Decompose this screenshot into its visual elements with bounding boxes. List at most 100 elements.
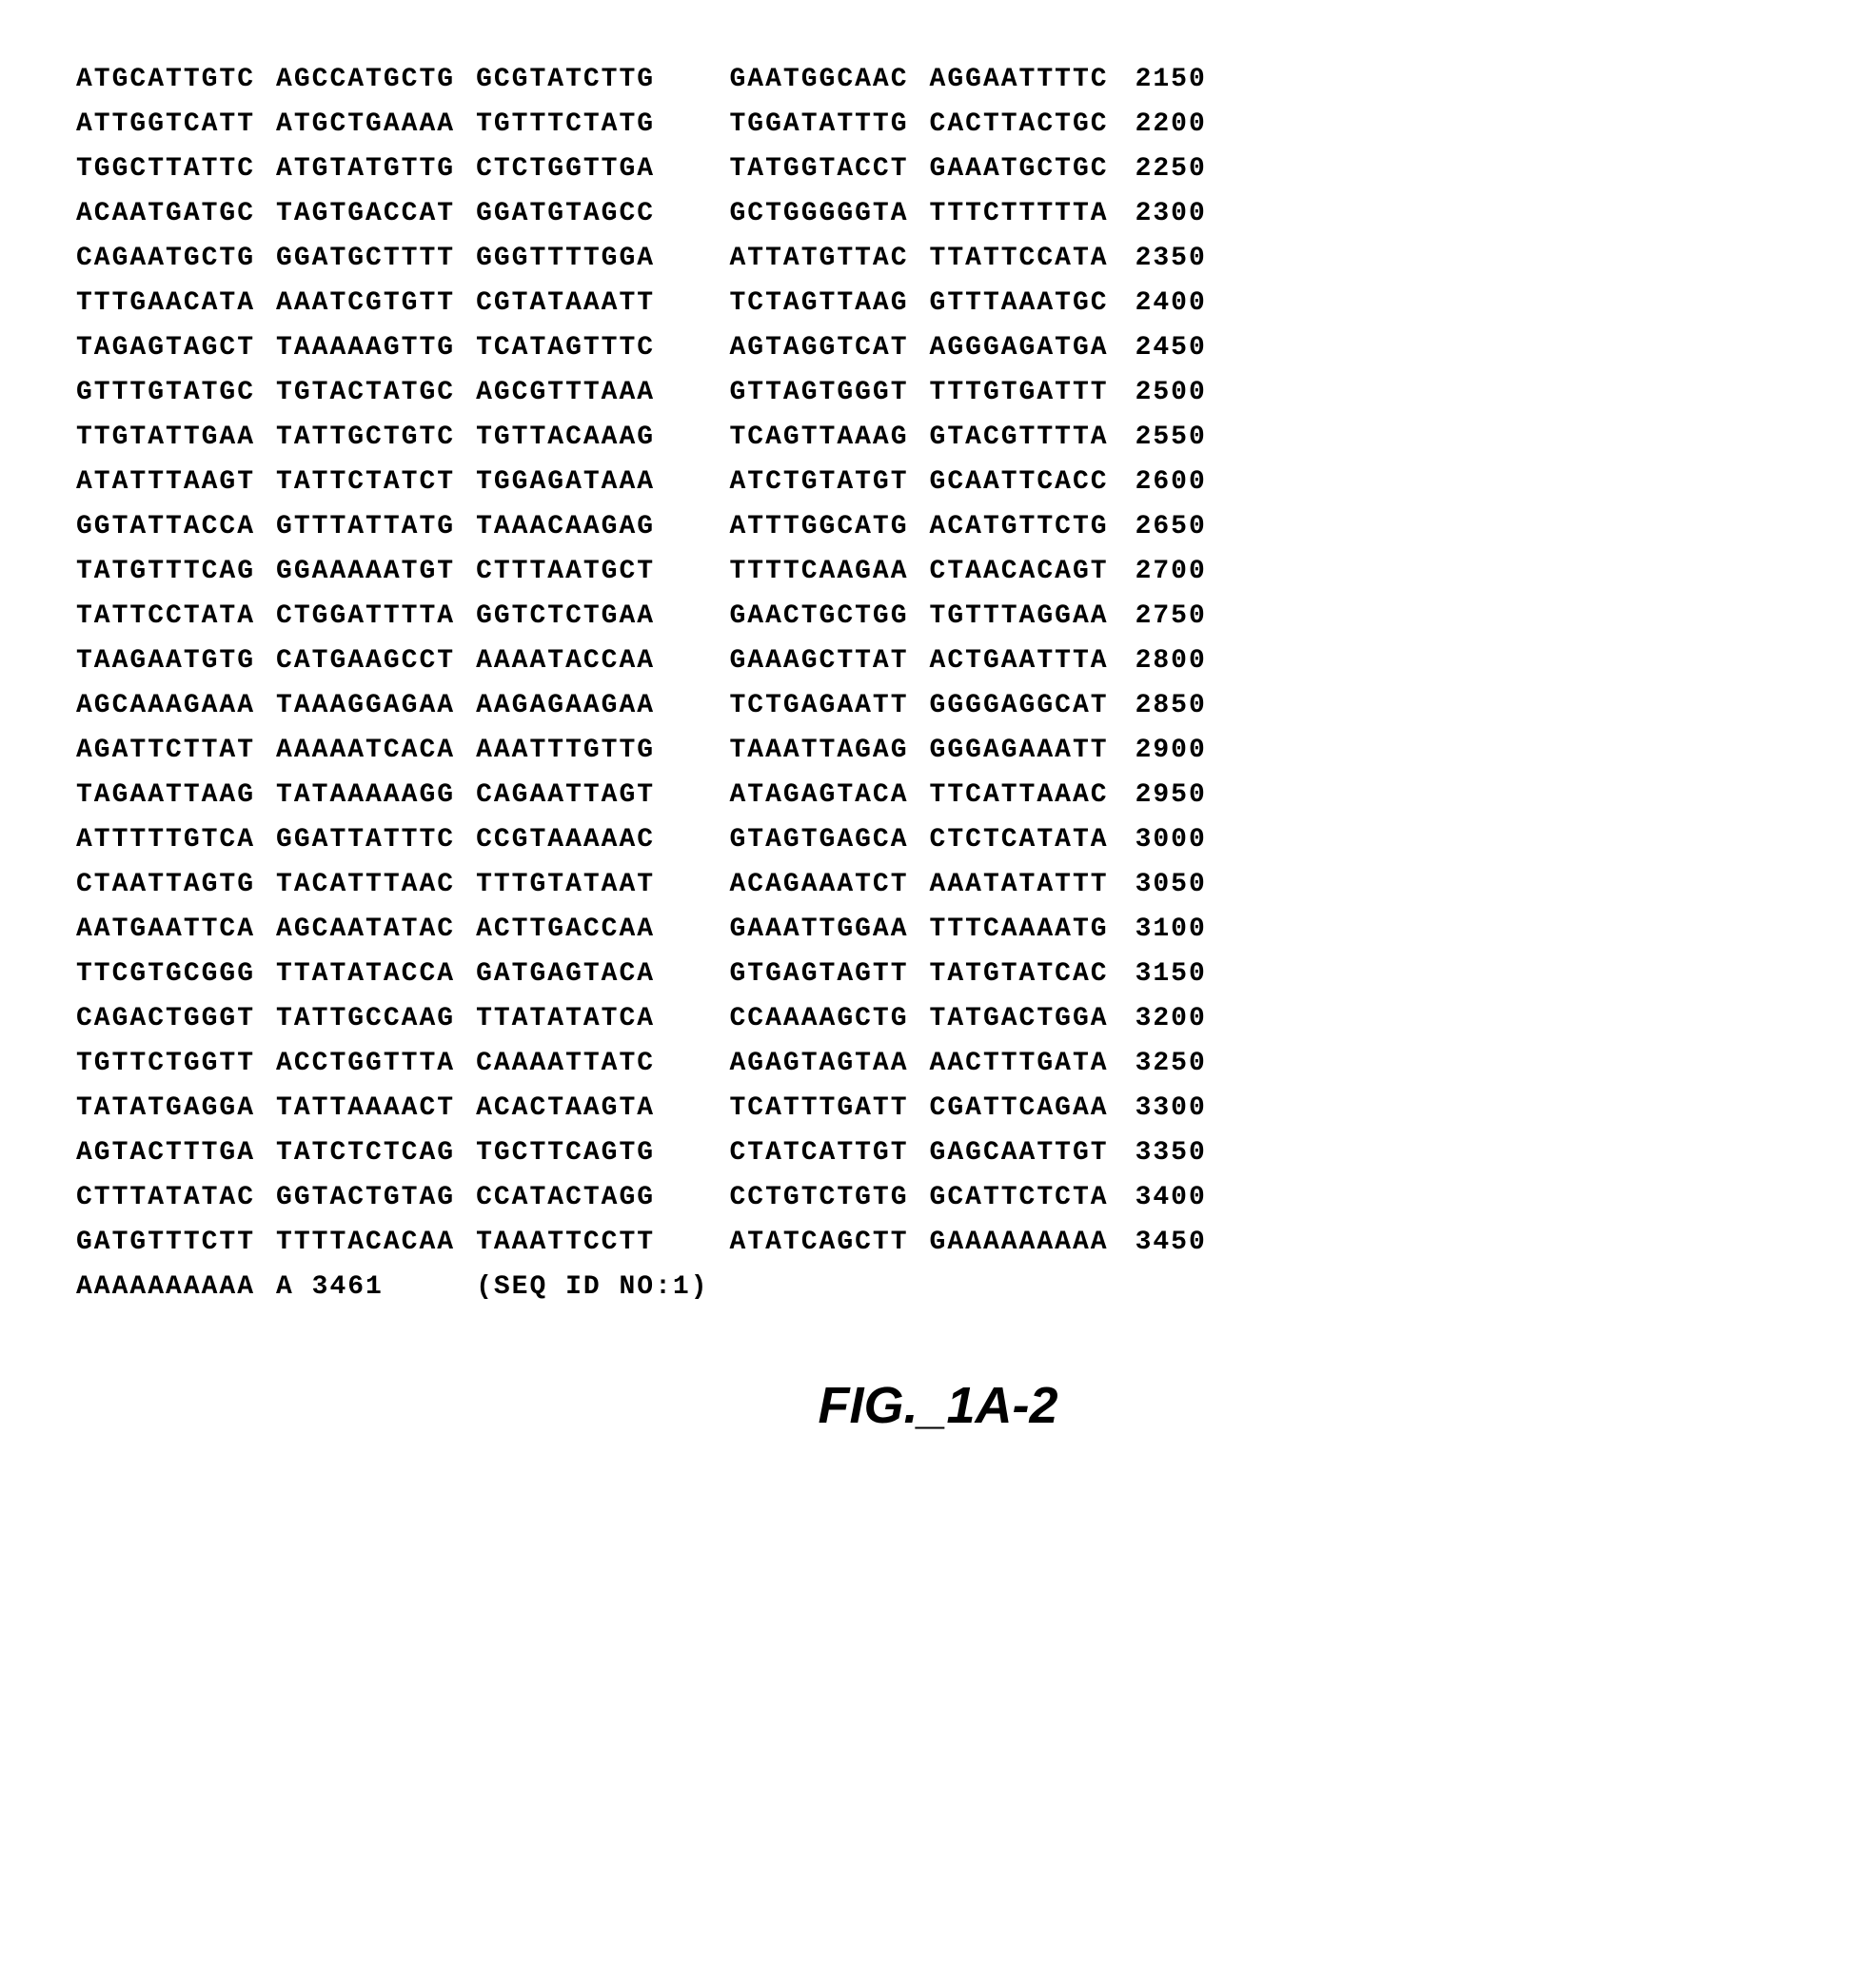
sequence-block: TAAGAATGTG xyxy=(76,639,276,683)
sequence-block: AGTAGGTCAT xyxy=(730,325,930,370)
sequence-block: TATTCTATCT xyxy=(276,460,476,504)
sequence-block: TTATATACCA xyxy=(276,952,476,996)
sequence-block: CAGAATTAGT xyxy=(476,773,729,817)
sequence-position: 3050 xyxy=(1130,862,1207,907)
sequence-row: TGGCTTATTCATGTATGTTGCTCTGGTTGATATGGTACCT… xyxy=(76,147,1207,191)
sequence-block: GGGGAGGCAT xyxy=(930,683,1130,728)
sequence-block: TGTTACAAAG xyxy=(476,415,729,460)
sequence-block: GAGCAATTGT xyxy=(930,1130,1130,1175)
sequence-row: AATGAATTCAAGCAATATACACTTGACCAAGAAATTGGAA… xyxy=(76,907,1207,952)
sequence-row: AGTACTTTGATATCTCTCAGTGCTTCAGTGCTATCATTGT… xyxy=(76,1130,1207,1175)
sequence-block: TGTTCTGGTT xyxy=(76,1041,276,1086)
sequence-block: CCGTAAAAAC xyxy=(476,817,729,862)
sequence-block: CAGAATGCTG xyxy=(76,236,276,281)
sequence-block: GGATTATTTC xyxy=(276,817,476,862)
sequence-block: CGATTCAGAA xyxy=(930,1086,1130,1130)
sequence-block: GAACTGCTGG xyxy=(730,594,930,639)
sequence-block: TTTGTGATTT xyxy=(930,370,1130,415)
sequence-block: TATTGCCAAG xyxy=(276,996,476,1041)
sequence-block: TAAAAAGTTG xyxy=(276,325,476,370)
sequence-position: 2750 xyxy=(1130,594,1207,639)
sequence-block: AGCAATATAC xyxy=(276,907,476,952)
sequence-block: AAAAATCACA xyxy=(276,728,476,773)
sequence-position: 3000 xyxy=(1130,817,1207,862)
sequence-position: 2450 xyxy=(1130,325,1207,370)
sequence-block: AGATTCTTAT xyxy=(76,728,276,773)
sequence-block: TGTACTATGC xyxy=(276,370,476,415)
sequence-block: CTGGATTTTA xyxy=(276,594,476,639)
sequence-block: TTGTATTGAA xyxy=(76,415,276,460)
sequence-block: CCAAAAGCTG xyxy=(730,996,930,1041)
sequence-block: AGCCATGCTG xyxy=(276,57,476,102)
sequence-position: 3100 xyxy=(1130,907,1207,952)
sequence-block: TATATGAGGA xyxy=(76,1086,276,1130)
sequence-block: TAAATTCCTT xyxy=(476,1220,729,1265)
sequence-row: ATTTTTGTCAGGATTATTTCCCGTAAAAACGTAGTGAGCA… xyxy=(76,817,1207,862)
sequence-block: CAGACTGGGT xyxy=(76,996,276,1041)
sequence-block: TACATTTAAC xyxy=(276,862,476,907)
sequence-block: TTTCTTTTTA xyxy=(930,191,1130,236)
sequence-position: 2550 xyxy=(1130,415,1207,460)
sequence-position: 2650 xyxy=(1130,504,1207,549)
sequence-block: TAAAGGAGAA xyxy=(276,683,476,728)
sequence-position: 3400 xyxy=(1130,1175,1207,1220)
sequence-block: AGGGAGATGA xyxy=(930,325,1130,370)
sequence-block: AGCGTTTAAA xyxy=(476,370,729,415)
sequence-block: GAAAAAAAAA xyxy=(930,1220,1130,1265)
sequence-row: CAGACTGGGTTATTGCCAAGTTATATATCACCAAAAGCTG… xyxy=(76,996,1207,1041)
sequence-block: CGTATAAATT xyxy=(476,281,729,325)
sequence-position: 3450 xyxy=(1130,1220,1207,1265)
sequence-block: CTCTGGTTGA xyxy=(476,147,729,191)
sequence-position: 2950 xyxy=(1130,773,1207,817)
sequence-block: GTTTGTATGC xyxy=(76,370,276,415)
sequence-block: TTTTCAAGAA xyxy=(730,549,930,594)
sequence-block: CTAATTAGTG xyxy=(76,862,276,907)
sequence-position: 2900 xyxy=(1130,728,1207,773)
sequence-block: GCGTATCTTG xyxy=(476,57,729,102)
seq-id-label: (SEQ ID NO:1) xyxy=(476,1265,729,1309)
sequence-row: TTCGTGCGGGTTATATACCAGATGAGTACAGTGAGTAGTT… xyxy=(76,952,1207,996)
sequence-block: TCTAGTTAAG xyxy=(730,281,930,325)
sequence-block: AAAAAAAAAA xyxy=(76,1265,276,1309)
sequence-position: 2800 xyxy=(1130,639,1207,683)
filler xyxy=(730,1265,930,1309)
sequence-block: ACAATGATGC xyxy=(76,191,276,236)
sequence-block: AATGAATTCA xyxy=(76,907,276,952)
sequence-block: GCTGGGGGTA xyxy=(730,191,930,236)
sequence-row: TAAGAATGTGCATGAAGCCTAAAATACCAAGAAAGCTTAT… xyxy=(76,639,1207,683)
sequence-position: 3250 xyxy=(1130,1041,1207,1086)
sequence-block: TATTGCTGTC xyxy=(276,415,476,460)
sequence-block: TATGGTACCT xyxy=(730,147,930,191)
sequence-block: TGTTTAGGAA xyxy=(930,594,1130,639)
sequence-block: TTTCAAAATG xyxy=(930,907,1130,952)
sequence-block: TCATTTGATT xyxy=(730,1086,930,1130)
sequence-block: TTTTACACAA xyxy=(276,1220,476,1265)
sequence-block: ATGCATTGTC xyxy=(76,57,276,102)
sequence-position: 2150 xyxy=(1130,57,1207,102)
sequence-block: GGATGTAGCC xyxy=(476,191,729,236)
sequence-block: GGTACTGTAG xyxy=(276,1175,476,1220)
sequence-block: GATGAGTACA xyxy=(476,952,729,996)
sequence-position: 2500 xyxy=(1130,370,1207,415)
sequence-block: AAAATACCAA xyxy=(476,639,729,683)
sequence-block: AAATTTGTTG xyxy=(476,728,729,773)
sequence-row: TATTCCTATACTGGATTTTAGGTCTCTGAAGAACTGCTGG… xyxy=(76,594,1207,639)
sequence-row: TAGAATTAAGTATAAAAAGGCAGAATTAGTATAGAGTACA… xyxy=(76,773,1207,817)
sequence-position: 2350 xyxy=(1130,236,1207,281)
sequence-block: ATTTTTGTCA xyxy=(76,817,276,862)
sequence-block: AGGAATTTTC xyxy=(930,57,1130,102)
sequence-block: GAAATGCTGC xyxy=(930,147,1130,191)
sequence-row: CAGAATGCTGGGATGCTTTTGGGTTTTGGAATTATGTTAC… xyxy=(76,236,1207,281)
sequence-block: TTCGTGCGGG xyxy=(76,952,276,996)
sequence-row: AGATTCTTATAAAAATCACAAAATTTGTTGTAAATTAGAG… xyxy=(76,728,1207,773)
sequence-position: 3350 xyxy=(1130,1130,1207,1175)
sequence-block: GATGTTTCTT xyxy=(76,1220,276,1265)
sequence-position: 2300 xyxy=(1130,191,1207,236)
sequence-block: CTATCATTGT xyxy=(730,1130,930,1175)
sequence-block: ACATGTTCTG xyxy=(930,504,1130,549)
sequence-row: GATGTTTCTTTTTTACACAATAAATTCCTTATATCAGCTT… xyxy=(76,1220,1207,1265)
sequence-block: CTTTAATGCT xyxy=(476,549,729,594)
sequence-block: AACTTTGATA xyxy=(930,1041,1130,1086)
sequence-block: TAAACAAGAG xyxy=(476,504,729,549)
sequence-block: TATTAAAACT xyxy=(276,1086,476,1130)
